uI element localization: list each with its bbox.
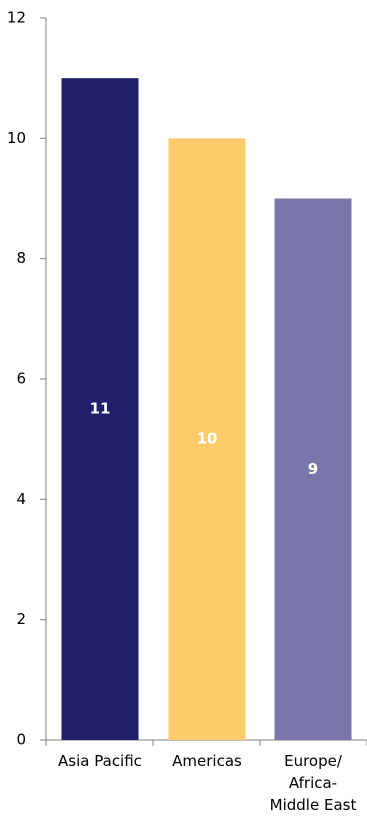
bars (61, 78, 352, 741)
category-label: Asia Pacific (58, 752, 142, 770)
y-tick-label: 12 (7, 9, 26, 27)
y-axis-ticks: 0 2 4 6 8 10 12 (7, 9, 46, 749)
y-tick-label: 2 (16, 610, 26, 628)
bar (61, 78, 139, 740)
category-label-line: Americas (172, 752, 242, 770)
bar (168, 138, 246, 741)
y-tick-label: 8 (16, 249, 26, 267)
category-label-line: Asia Pacific (58, 752, 142, 770)
y-tick-label: 0 (16, 731, 26, 749)
category-label: Americas (172, 752, 242, 770)
category-label: Europe/Africa- Middle East (270, 752, 357, 814)
x-axis-ticks (45, 740, 367, 746)
y-tick-label: 6 (16, 370, 26, 388)
bar (274, 198, 352, 740)
data-label: 9 (308, 460, 318, 478)
category-label-line: Europe/ (284, 752, 343, 770)
y-tick-label: 10 (7, 129, 26, 147)
category-labels: Asia Pacific Americas Europe/Africa- Middle… (58, 752, 356, 814)
data-labels: 11 10 9 (90, 400, 319, 478)
data-label: 11 (90, 400, 111, 418)
data-label: 10 (197, 430, 218, 448)
category-label-line: Africa- (289, 774, 337, 792)
y-tick-label: 4 (16, 490, 26, 508)
category-label-line: Middle East (270, 796, 357, 814)
